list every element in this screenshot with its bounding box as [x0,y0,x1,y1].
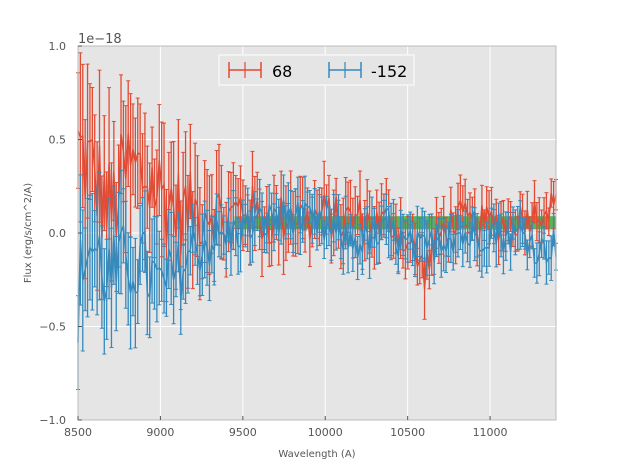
y-tick-label: −0.5 [39,321,66,334]
legend-box [218,54,415,86]
x-tick-label: 10500 [390,426,425,439]
legend-symbol-68 [228,62,262,78]
y-tick-label: 0.0 [49,227,67,240]
x-tick-label: 11000 [473,426,508,439]
y-tick-label: 0.5 [49,134,67,147]
y-axis-label: Flux (erg/s/cm^2/A) [23,183,34,283]
legend-item-68: 68 [228,62,292,81]
x-tick-label: 10000 [308,426,343,439]
x-tick-label: 9000 [146,426,174,439]
series-line [77,199,557,343]
x-tick-label: 8500 [64,426,92,439]
y-offset-label: 1e−18 [78,32,122,47]
y-tick-label: 1.0 [49,40,67,53]
x-tick-label: 9500 [229,426,257,439]
legend-label-68: 68 [272,62,292,81]
tick-layer: 8500 9000 9500 10000 10500 11000 −1.0 −0.5 0.0 0.… [39,40,507,439]
x-axis-label: Wavelength (A) [278,449,355,460]
legend-label-neg152: -152 [371,62,407,81]
legend-item-neg152: -152 [328,62,407,81]
y-tick-label: −1.0 [39,414,66,427]
series-neg152 [76,169,558,390]
legend-symbol-neg152 [328,62,362,78]
legend: 68 -152 [218,54,415,86]
